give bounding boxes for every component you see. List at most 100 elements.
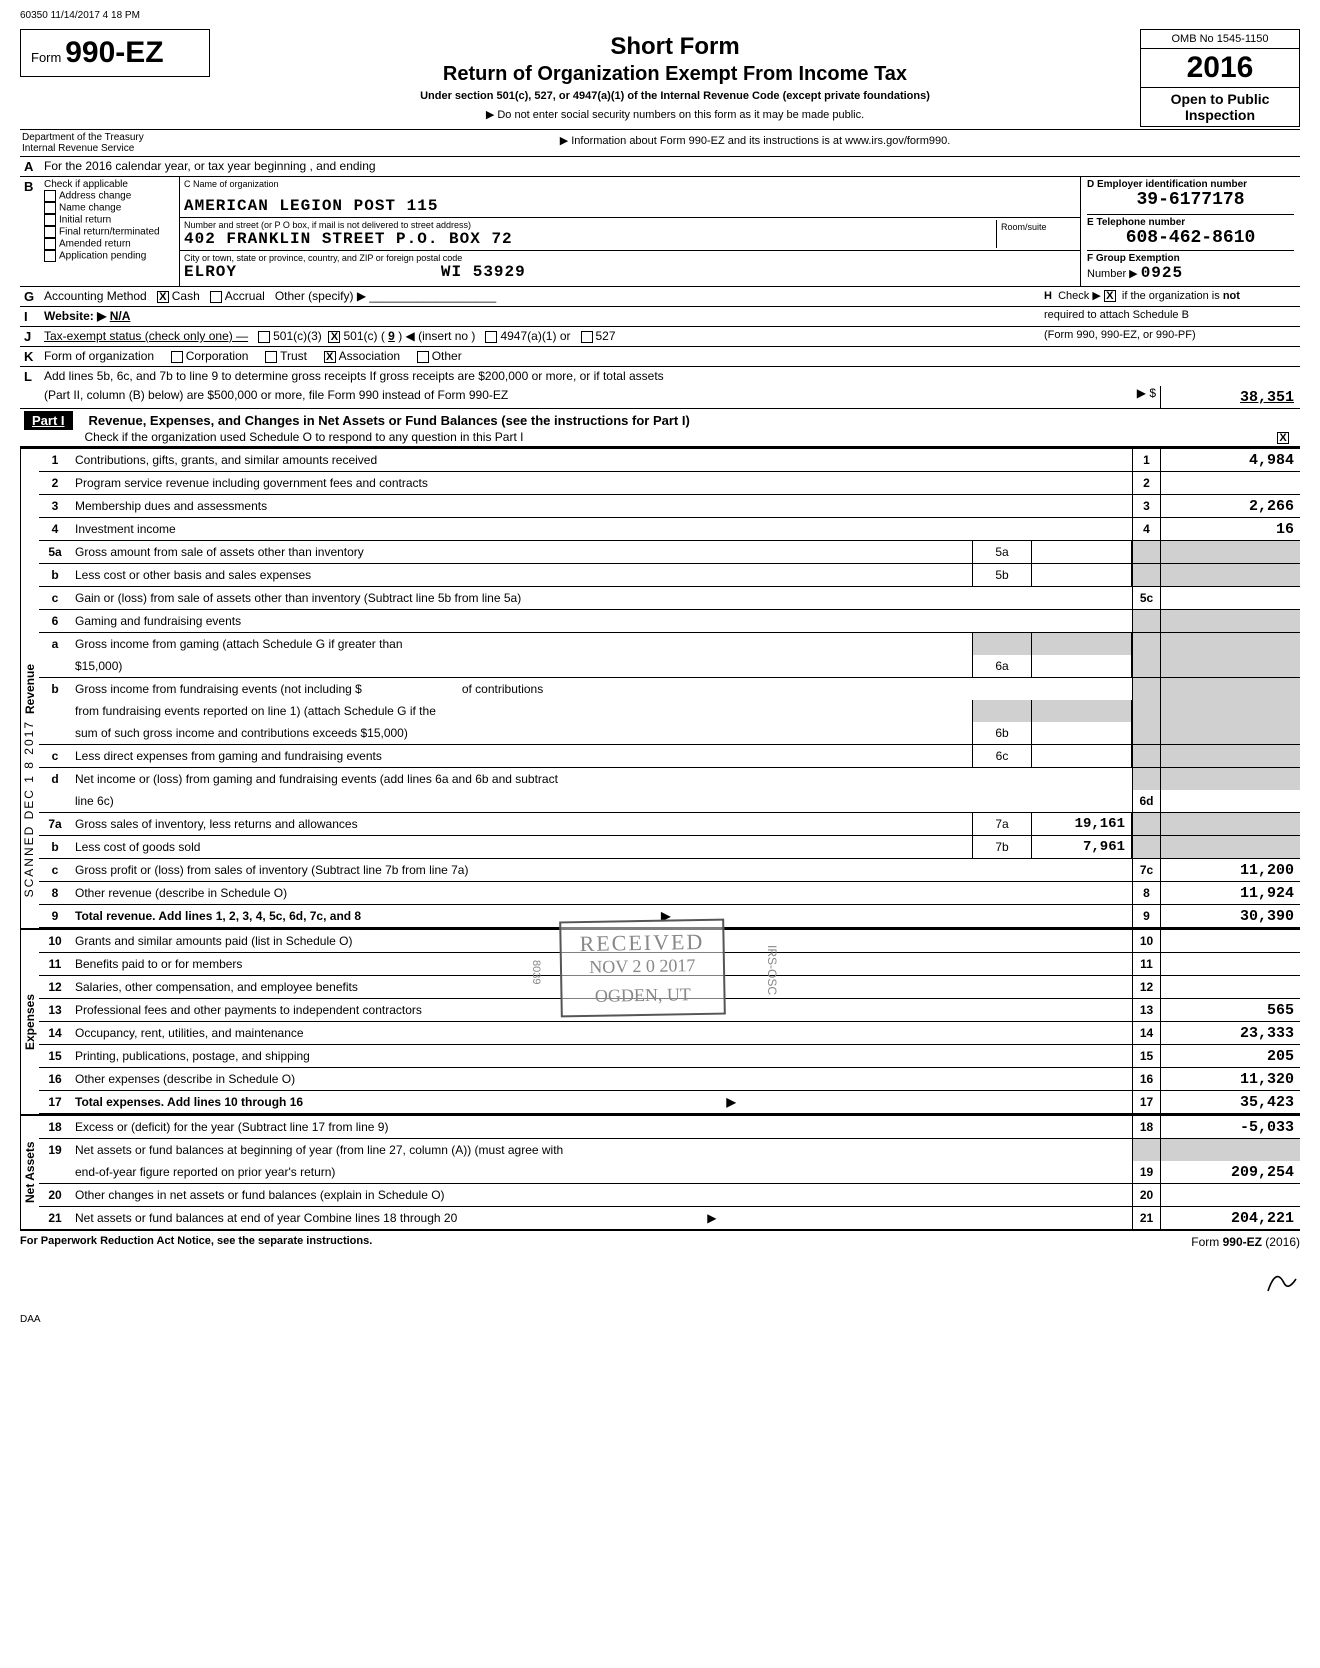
- line-12-val: [1160, 976, 1300, 998]
- line-2: 2Program service revenue including gover…: [39, 472, 1300, 495]
- line-6a-desc2: $15,000): [71, 657, 972, 675]
- cb-assoc[interactable]: X: [324, 351, 336, 363]
- line-7b-desc: Less cost of goods sold: [71, 838, 972, 856]
- omb-year-block: OMB No 1545-1150 2016 Open to Public Ins…: [1140, 29, 1300, 127]
- form-footer: Form 990-EZ (2016): [1191, 1235, 1300, 1249]
- cb-app[interactable]: Application pending: [44, 250, 175, 262]
- row-k-content: Form of organization Corporation Trust X…: [40, 347, 1300, 366]
- letter-l: L: [20, 367, 40, 386]
- part1-check-row: Check if the organization used Schedule …: [85, 430, 1292, 444]
- cb-init[interactable]: Initial return: [44, 214, 175, 226]
- part1-label: Part I: [24, 411, 73, 430]
- phone-section: E Telephone number 608-462-8610: [1087, 215, 1294, 251]
- line-17-desc: Total expenses. Add lines 10 through 16 …: [71, 1093, 1132, 1111]
- line-15-val: 205: [1160, 1045, 1300, 1067]
- cb-init-label: Initial return: [59, 215, 111, 226]
- cb-4947[interactable]: [485, 331, 497, 343]
- j-4947: 4947(a)(1) or: [500, 329, 570, 343]
- phone-value: 608-462-8610: [1087, 228, 1294, 248]
- e-label: E Telephone number: [1087, 217, 1294, 228]
- g-other: Other (specify) ▶: [275, 289, 366, 303]
- row-h: H Check ▶ X if the organization is not: [1040, 287, 1300, 306]
- cb-trust[interactable]: [265, 351, 277, 363]
- rows-b-through-f: B Check if applicable Address change Nam…: [20, 177, 1300, 286]
- line-4-val: 16: [1160, 518, 1300, 540]
- cb-scho[interactable]: X: [1277, 432, 1289, 444]
- line-6a-2: $15,000)6a: [39, 655, 1300, 678]
- line-4-desc: Investment income: [71, 520, 1132, 538]
- org-info-block: C Name of organization AMERICAN LEGION P…: [180, 177, 1080, 286]
- line-6d-1: dNet income or (loss) from gaming and fu…: [39, 768, 1300, 790]
- cb-accrual[interactable]: [210, 291, 222, 303]
- cb-corp[interactable]: [171, 351, 183, 363]
- paperwork-note: For Paperwork Reduction Act Notice, see …: [20, 1235, 1191, 1249]
- city-row: City or town, state or province, country…: [180, 251, 1080, 283]
- form-prefix: Form: [31, 50, 61, 65]
- line-5b-subval: [1032, 564, 1132, 586]
- line-1: 1Contributions, gifts, grants, and simil…: [39, 449, 1300, 472]
- line-7c-val: 11,200: [1160, 859, 1300, 881]
- cb-cash[interactable]: X: [157, 291, 169, 303]
- line-6a-subval: [1032, 655, 1132, 677]
- addr-value: 402 FRANKLIN STREET P.O. BOX 72: [184, 230, 996, 248]
- part1-header: Part I Revenue, Expenses, and Changes in…: [20, 409, 1300, 447]
- cb-527[interactable]: [581, 331, 593, 343]
- cb-final[interactable]: Final return/terminated: [44, 226, 175, 238]
- line-3: 3Membership dues and assessments32,266: [39, 495, 1300, 518]
- line-18-desc: Excess or (deficit) for the year (Subtra…: [71, 1118, 1132, 1136]
- line-5c-desc: Gain or (loss) from sale of assets other…: [71, 589, 1132, 607]
- line-6b-desc3: sum of such gross income and contributio…: [71, 724, 972, 742]
- open-public: Open to Public Inspection: [1141, 87, 1299, 126]
- line-1-val: 4,984: [1160, 449, 1300, 471]
- scanned-vert-stamp: SCANNED DEC 1 8 2017: [22, 720, 36, 897]
- cb-final-label: Final return/terminated: [59, 227, 160, 238]
- line-5b: bLess cost or other basis and sales expe…: [39, 564, 1300, 587]
- line-17-val: 35,423: [1160, 1091, 1300, 1113]
- k-assoc: Association: [339, 349, 400, 363]
- revenue-section: Revenue 1Contributions, gifts, grants, a…: [20, 447, 1300, 928]
- cb-other[interactable]: [417, 351, 429, 363]
- letter-l-blank: [20, 386, 40, 408]
- line-17: 17Total expenses. Add lines 10 through 1…: [39, 1091, 1300, 1114]
- line-6a-1: aGross income from gaming (attach Schedu…: [39, 633, 1300, 655]
- line-14-desc: Occupancy, rent, utilities, and maintena…: [71, 1024, 1132, 1042]
- h-text1: if the organization is: [1122, 290, 1220, 302]
- form-number: 990-EZ: [65, 36, 163, 69]
- cb-h[interactable]: X: [1104, 290, 1116, 302]
- cb-501c3[interactable]: [258, 331, 270, 343]
- state-zip: WI 53929: [441, 263, 526, 281]
- line-7a-sub: 7a: [972, 813, 1032, 835]
- line-6b-sub: 6b: [972, 722, 1032, 744]
- signature-mark: [20, 1259, 1300, 1302]
- cb-addr[interactable]: Address change: [44, 190, 175, 202]
- cb-501c[interactable]: X: [328, 331, 340, 343]
- f-number-label: Number ▶: [1087, 268, 1138, 280]
- line-6b-desc1: Gross income from fundraising events (no…: [71, 680, 1132, 698]
- line-5b-desc: Less cost or other basis and sales expen…: [71, 566, 972, 584]
- line-19-val: 209,254: [1160, 1161, 1300, 1183]
- c-label: C Name of organization: [184, 179, 1076, 189]
- received-stamp: RECEIVED NOV 2 0 2017 OGDEN, UT: [559, 919, 725, 1018]
- line-19-1: 19Net assets or fund balances at beginni…: [39, 1139, 1300, 1161]
- line-6c-subval: [1032, 745, 1132, 767]
- k-other: Other: [432, 349, 462, 363]
- cb-amend[interactable]: Amended return: [44, 238, 175, 250]
- line-9-val: 30,390: [1160, 905, 1300, 927]
- cb-addr-label: Address change: [59, 191, 131, 202]
- line-6: 6Gaming and fundraising events: [39, 610, 1300, 633]
- line-6d-desc1: Net income or (loss) from gaming and fun…: [71, 770, 1132, 788]
- cb-name[interactable]: Name change: [44, 202, 175, 214]
- line-1-desc: Contributions, gifts, grants, and simila…: [71, 451, 1132, 469]
- row-g-content: Accounting Method XCash Accrual Other (s…: [40, 287, 1040, 306]
- stamp-date: NOV 2 0 2017: [580, 955, 705, 978]
- initial-svg-icon: [1260, 1259, 1300, 1299]
- j-501c: 501(c) (: [343, 329, 384, 343]
- i-val: N/A: [110, 309, 131, 323]
- line-5c-val: [1160, 587, 1300, 609]
- line-3-val: 2,266: [1160, 495, 1300, 517]
- footer-row: For Paperwork Reduction Act Notice, see …: [20, 1231, 1300, 1249]
- addr-label: Number and street (or P O box, if mail i…: [184, 220, 996, 230]
- line-7a-desc: Gross sales of inventory, less returns a…: [71, 815, 972, 833]
- line-13-val: 565: [1160, 999, 1300, 1021]
- ein-value: 39-6177178: [1087, 190, 1294, 210]
